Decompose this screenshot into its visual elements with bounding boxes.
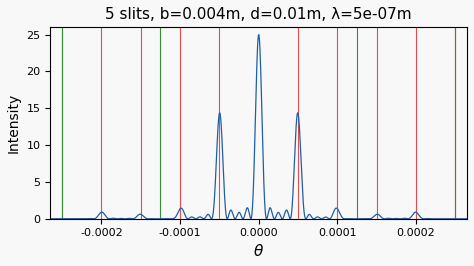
Title: 5 slits, b=0.004m, d=0.01m, λ=5e-07m: 5 slits, b=0.004m, d=0.01m, λ=5e-07m	[105, 7, 412, 22]
X-axis label: θ: θ	[254, 244, 264, 259]
Y-axis label: Intensity: Intensity	[7, 93, 21, 153]
